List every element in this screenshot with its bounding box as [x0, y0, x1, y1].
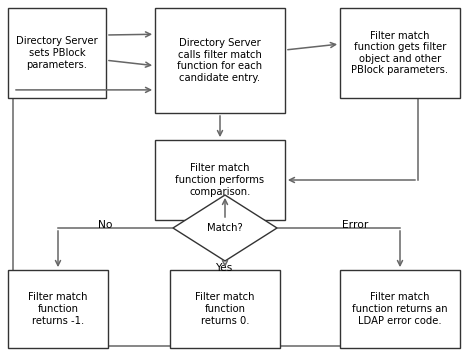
Text: Error: Error	[342, 220, 368, 230]
Text: Filter match
function returns an
LDAP error code.: Filter match function returns an LDAP er…	[352, 292, 448, 326]
FancyBboxPatch shape	[155, 140, 285, 220]
Text: Yes: Yes	[216, 263, 234, 273]
FancyBboxPatch shape	[340, 8, 460, 98]
FancyBboxPatch shape	[155, 8, 285, 113]
Text: Filter match
function gets filter
object and other
PBlock parameters.: Filter match function gets filter object…	[351, 31, 448, 75]
FancyBboxPatch shape	[170, 270, 280, 348]
Polygon shape	[173, 195, 277, 261]
FancyBboxPatch shape	[8, 8, 106, 98]
FancyBboxPatch shape	[8, 270, 108, 348]
Text: Directory Server
sets PBlock
parameters.: Directory Server sets PBlock parameters.	[16, 36, 98, 70]
Text: Filter match
function performs
comparison.: Filter match function performs compariso…	[175, 163, 265, 197]
Text: Filter match
function
returns 0.: Filter match function returns 0.	[195, 292, 255, 326]
Text: Directory Server
calls filter match
function for each
candidate entry.: Directory Server calls filter match func…	[177, 38, 263, 83]
FancyBboxPatch shape	[340, 270, 460, 348]
Text: No: No	[98, 220, 112, 230]
Text: Match?: Match?	[207, 223, 243, 233]
Text: Filter match
function
returns -1.: Filter match function returns -1.	[28, 292, 88, 326]
